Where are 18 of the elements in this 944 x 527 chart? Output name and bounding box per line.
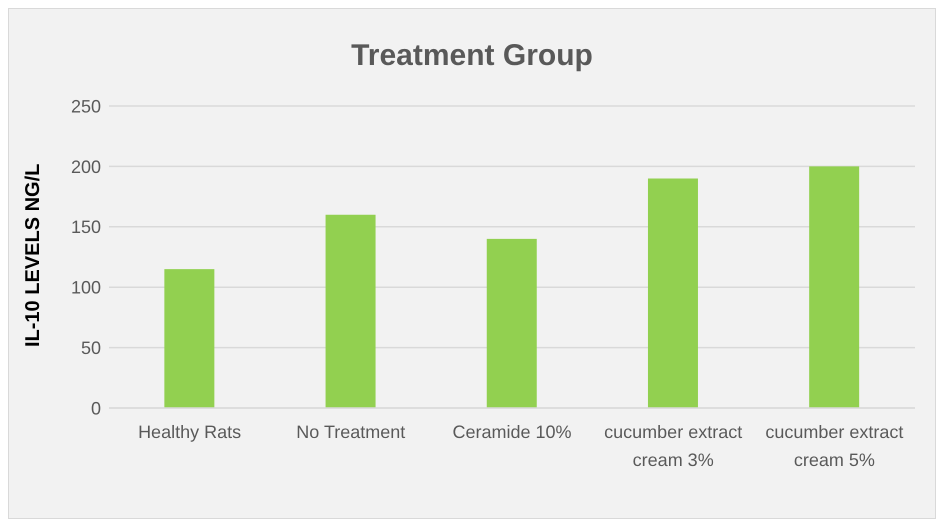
y-tick-label: 250 (70, 96, 101, 116)
bar (648, 178, 698, 408)
y-tick-label: 50 (80, 338, 101, 358)
y-tick-label: 100 (70, 278, 101, 298)
bar (486, 238, 537, 408)
x-tick-label: cucumber extract cream 5% (765, 422, 904, 470)
y-tick-label: 150 (70, 217, 101, 238)
y-tick-label: 0 (90, 398, 101, 418)
bar (164, 269, 214, 408)
x-tick-label: Ceramide 10% (452, 422, 572, 442)
y-tick-label: 200 (70, 156, 101, 177)
x-tick-label: Healthy Rats (138, 422, 242, 442)
chart-title: Treatment Group (350, 39, 594, 73)
bar (809, 166, 860, 408)
y-axis-title: IL-10 LEVELS NG/L (22, 164, 44, 347)
bar (326, 214, 376, 408)
x-tick-label: cucumber extract cream 3% (604, 422, 742, 470)
x-tick-label: No Treatment (296, 422, 406, 442)
